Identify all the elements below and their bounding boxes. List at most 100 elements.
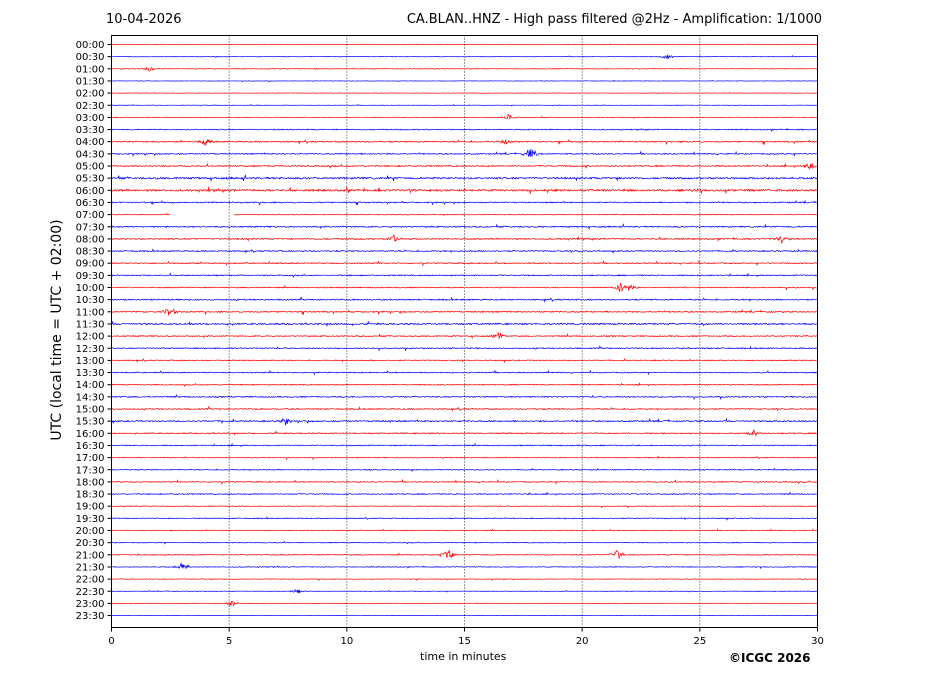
trace-1900 <box>111 504 818 509</box>
x-axis-label: time in minutes <box>420 650 507 663</box>
y-tick-label-1530: 15:30 <box>76 417 105 428</box>
y-tick-label-0730: 07:30 <box>76 222 105 233</box>
trace-1230 <box>111 345 818 352</box>
y-tick-label-0800: 08:00 <box>76 234 105 245</box>
x-tick-label-3: 15 <box>458 636 471 647</box>
y-tick-label-1100: 11:00 <box>76 307 105 318</box>
y-tick-label-0330: 03:30 <box>76 125 105 136</box>
trace-2300 <box>111 601 818 607</box>
y-tick-label-1700: 17:00 <box>76 453 105 464</box>
trace-1330 <box>111 369 818 376</box>
y-tick-label-1400: 14:00 <box>76 380 105 391</box>
trace-0430 <box>111 148 818 158</box>
y-axis-label: UTC (local time = UTC + 02:00) <box>49 219 65 441</box>
trace-2130 <box>111 562 818 570</box>
y-tick-label-0630: 06:30 <box>76 198 105 209</box>
date-label: 10-04-2026 <box>106 12 182 27</box>
seismic-traces <box>111 43 818 617</box>
y-tick-label-0500: 05:00 <box>76 162 105 173</box>
trace-1530 <box>111 417 818 426</box>
trace-1200 <box>111 332 818 340</box>
y-tick-label-0700: 07:00 <box>76 210 105 221</box>
grid-lines <box>228 35 701 628</box>
y-tick-label-1430: 14:30 <box>76 392 105 403</box>
y-tick-label-1500: 15:00 <box>76 405 105 416</box>
trace-2230 <box>111 588 818 594</box>
y-tick-label-1830: 18:30 <box>76 490 105 501</box>
trace-0330 <box>111 127 818 132</box>
trace-1600 <box>111 429 818 437</box>
trace-1130 <box>111 321 818 327</box>
trace-0630 <box>111 199 818 206</box>
trace-1730 <box>111 467 818 473</box>
y-tick-label-0930: 09:30 <box>76 271 105 282</box>
x-tick-label-0: 0 <box>108 636 114 647</box>
trace-1430 <box>111 393 818 401</box>
trace-1030 <box>111 296 818 303</box>
trace-0100 <box>111 66 818 72</box>
y-tick-label-0130: 01:30 <box>76 76 105 87</box>
trace-0000 <box>111 43 818 46</box>
trace-2100 <box>111 549 818 559</box>
trace-0700 <box>111 212 818 217</box>
y-tick-label-2000: 20:00 <box>76 526 105 537</box>
y-tick-label-0100: 01:00 <box>76 64 105 75</box>
y-tick-label-1000: 10:00 <box>76 283 105 294</box>
trace-1700 <box>111 455 818 461</box>
trace-0030 <box>111 54 818 59</box>
x-axis: 0 5 10 15 20 25 30 <box>108 627 824 647</box>
x-tick-label-6: 30 <box>811 636 824 647</box>
y-tick-label-0300: 03:00 <box>76 113 105 124</box>
y-tick-label-0600: 06:00 <box>76 186 105 197</box>
y-tick-label-1900: 19:00 <box>76 502 105 513</box>
trace-0530 <box>111 174 818 182</box>
trace-1000 <box>111 282 818 293</box>
trace-0200 <box>111 91 818 94</box>
trace-0400 <box>111 139 818 146</box>
x-tick-label-5: 25 <box>693 636 706 647</box>
trace-2030 <box>111 540 818 545</box>
trace-1830 <box>111 491 818 496</box>
y-tick-label-1300: 13:00 <box>76 356 105 367</box>
y-tick-label-1230: 12:30 <box>76 344 105 355</box>
y-tick-label-0200: 02:00 <box>76 89 105 100</box>
y-tick-label-0230: 02:30 <box>76 101 105 112</box>
trace-0230 <box>111 103 818 107</box>
y-tick-label-0030: 00:30 <box>76 52 105 63</box>
trace-0800 <box>111 234 818 245</box>
trace-0930 <box>111 272 818 278</box>
trace-0730 <box>111 223 818 231</box>
y-tick-label-0530: 05:30 <box>76 174 105 185</box>
trace-1100 <box>111 308 818 316</box>
plot-frame <box>111 35 818 628</box>
y-tick-label-2300: 23:00 <box>76 599 105 610</box>
chart-title: CA.BLAN..HNZ - High pass filtered @2Hz -… <box>406 12 822 27</box>
trace-2000 <box>111 528 818 532</box>
y-tick-label-1200: 12:00 <box>76 332 105 343</box>
x-tick-label-2: 10 <box>340 636 353 647</box>
trace-1800 <box>111 478 818 485</box>
y-tick-label-0430: 04:30 <box>76 149 105 160</box>
y-tick-label-0400: 04:00 <box>76 137 105 148</box>
y-tick-label-1730: 17:30 <box>76 465 105 476</box>
copyright-label: ©ICGC 2026 <box>729 651 811 665</box>
y-tick-label-1800: 18:00 <box>76 477 105 488</box>
trace-0500 <box>111 162 818 170</box>
y-tick-label-0000: 00:00 <box>76 40 105 51</box>
y-tick-label-2130: 21:30 <box>76 562 105 573</box>
trace-0900 <box>111 259 818 267</box>
y-tick-label-1930: 19:30 <box>76 514 105 525</box>
y-tick-label-0830: 08:30 <box>76 247 105 258</box>
y-tick-label-2200: 22:00 <box>76 575 105 586</box>
y-tick-label-2100: 21:00 <box>76 550 105 561</box>
y-tick-label-1130: 11:30 <box>76 319 105 330</box>
x-tick-label-1: 5 <box>226 636 232 647</box>
y-tick-label-2230: 22:30 <box>76 587 105 598</box>
y-tick-label-1630: 16:30 <box>76 441 105 452</box>
y-tick-label-0900: 09:00 <box>76 259 105 270</box>
trace-0130 <box>111 79 818 83</box>
trace-0300 <box>111 113 818 120</box>
trace-1400 <box>111 382 818 387</box>
y-tick-label-1330: 13:30 <box>76 368 105 379</box>
